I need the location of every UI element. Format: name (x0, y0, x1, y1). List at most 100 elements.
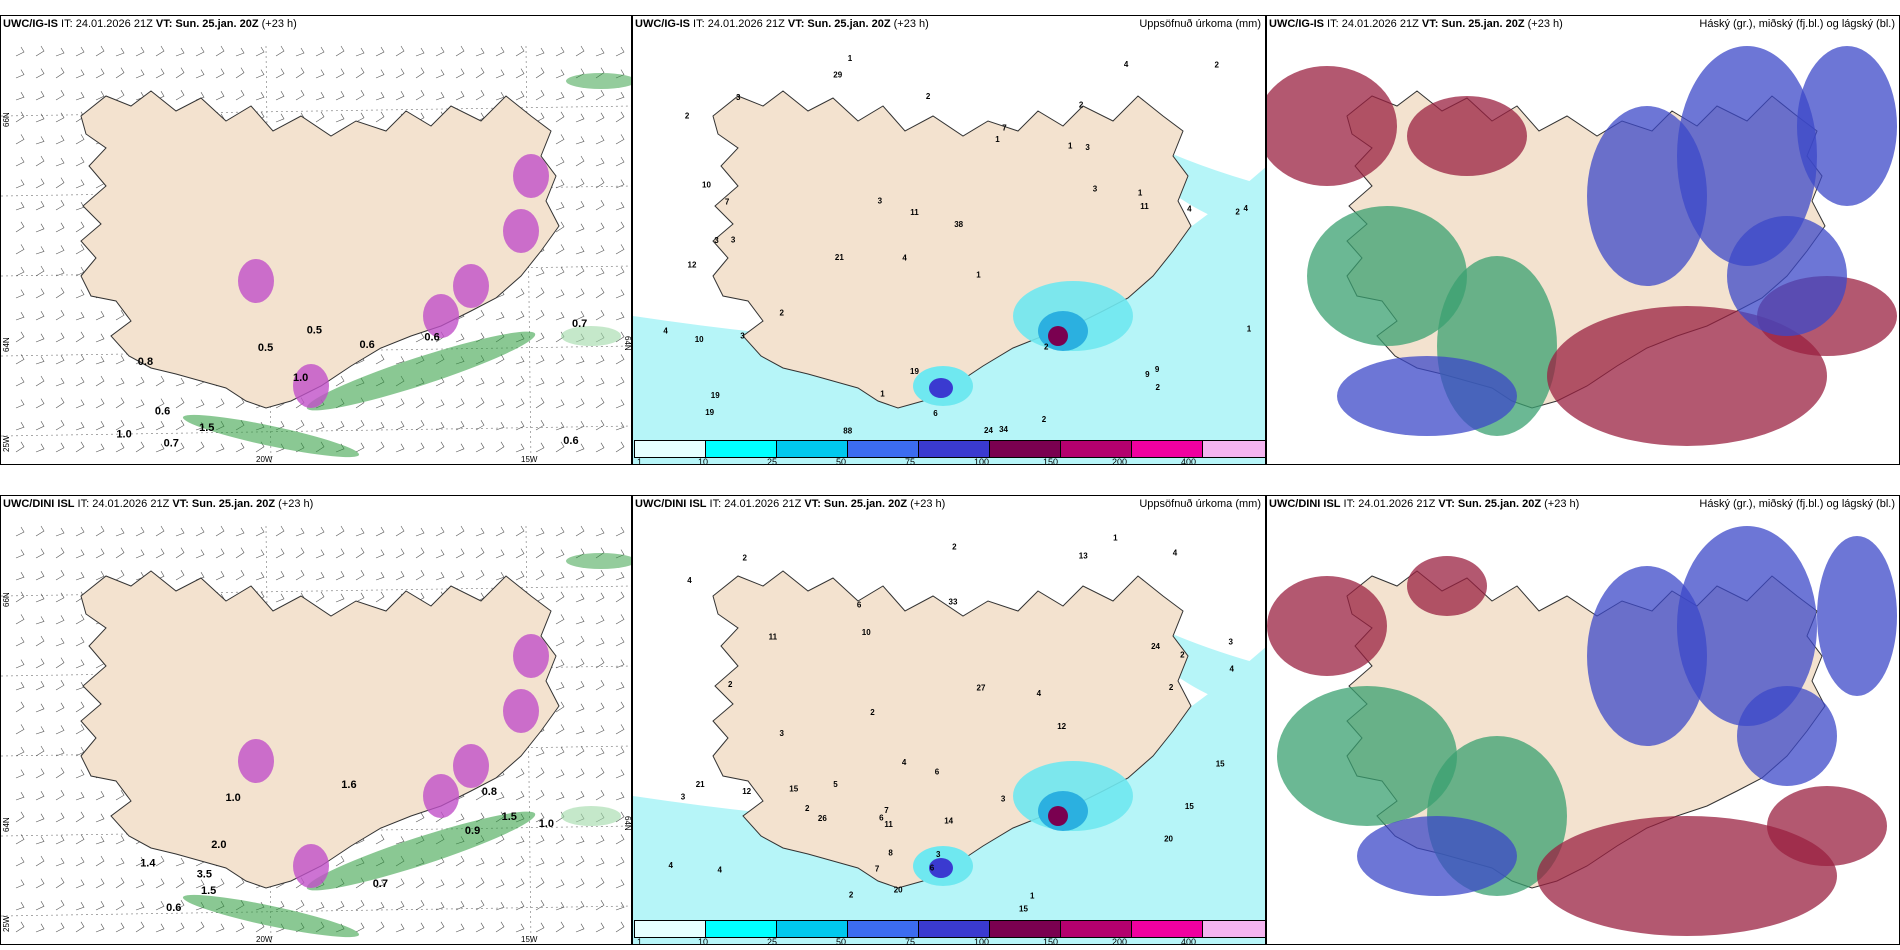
wind-barb (155, 398, 165, 409)
wind-barb (515, 375, 525, 387)
wind-barb (555, 111, 565, 123)
wind-barb (95, 571, 105, 581)
wind-barb (595, 922, 605, 933)
wind-barb (495, 92, 505, 101)
precip-value-label: 15 (1185, 802, 1194, 811)
wind-barb (175, 90, 185, 101)
wind-barb (235, 877, 245, 889)
precip-value-label: 2 (870, 708, 875, 717)
precip-value-label: 2 (926, 92, 931, 101)
wind-barb (315, 46, 325, 57)
wind-barb (435, 879, 445, 889)
wind-barb (475, 877, 485, 889)
wind-barb (135, 879, 145, 889)
wind-band (306, 811, 536, 891)
wind-value-label: 0.8 (138, 356, 153, 368)
wind-barb (615, 202, 625, 211)
wind-barb (315, 69, 325, 79)
wind-barb (95, 333, 105, 343)
wind-barb (135, 69, 145, 79)
wind-barb (55, 547, 65, 559)
wind-barb (75, 399, 85, 409)
wind-value-label: 0.5 (307, 324, 322, 336)
wind-barb (135, 856, 145, 867)
wind-barb (55, 245, 65, 255)
wind-barb (555, 701, 565, 713)
precip-value-label: 2 (1169, 683, 1174, 692)
wind-barb (415, 397, 425, 409)
wind-barb (555, 422, 565, 431)
wind-barb (475, 90, 485, 101)
wind-barb (535, 112, 545, 123)
wind-barb (135, 46, 145, 57)
wind-barb (175, 570, 185, 581)
wind-value-label: 1.0 (539, 818, 554, 830)
wind-barb (75, 331, 85, 343)
wind-barb (55, 47, 65, 57)
lat-label: 64N (2, 817, 11, 832)
wind-barb (495, 354, 505, 365)
wind-barb (15, 376, 25, 387)
wind-barb (375, 111, 385, 123)
wind-barb (355, 90, 365, 101)
wind-barb (235, 397, 245, 409)
precip-value-label: 12 (688, 260, 697, 269)
wind-barb (395, 548, 405, 559)
wind-barb (555, 572, 565, 581)
wind-barb (55, 922, 65, 933)
panel-header: UWC/IG-IS IT: 24.01.2026 21Z VT: Sun. 25… (3, 18, 297, 30)
wind-barb (435, 441, 445, 453)
wind-barb (495, 376, 505, 387)
wind-barb (15, 202, 25, 211)
wind-barb (515, 836, 525, 845)
wind-barb (335, 548, 345, 559)
wind-barb (35, 635, 45, 647)
wind-barb (55, 377, 65, 387)
wind-barb (495, 792, 505, 801)
wind-barb (335, 571, 345, 581)
wind-barb (75, 46, 85, 57)
colorbar-label: 400 (1181, 937, 1197, 945)
wind-barb (455, 571, 465, 581)
wind-barb (535, 767, 545, 779)
wind-barb (295, 900, 305, 911)
cloud-layer (1767, 786, 1887, 866)
wind-barb (515, 901, 525, 911)
wind-barb (35, 813, 45, 823)
wind-barb (235, 90, 245, 101)
precip-cell (503, 209, 539, 253)
wind-barb (215, 878, 225, 889)
wind-barb (155, 855, 165, 867)
wind-barb (555, 354, 565, 365)
wind-barb (475, 900, 485, 911)
wind-barb (555, 526, 565, 537)
wind-barb (555, 312, 565, 321)
wind-barb (415, 90, 425, 101)
wind-barb (595, 310, 605, 321)
colorbar-label: 25 (767, 937, 778, 945)
colorbar-segment (634, 920, 706, 938)
wind-barb (55, 812, 65, 823)
wind-barb (135, 526, 145, 537)
wind-barb (575, 155, 585, 167)
wind-barb (35, 421, 45, 431)
precip-value-label: 4 (1173, 548, 1178, 557)
wind-barb (315, 111, 325, 123)
wind-barb (15, 244, 25, 255)
wind-barb (615, 422, 625, 431)
wind-barb (595, 200, 605, 211)
wind-barb (295, 527, 305, 537)
wind-barb (335, 421, 345, 431)
wind-barb (15, 92, 25, 101)
wind-barb (535, 570, 545, 581)
wind-barb (275, 45, 285, 57)
wind-barb (375, 834, 385, 845)
wind-barb (535, 547, 545, 559)
wind-barb (615, 879, 625, 889)
wind-barb (555, 202, 565, 211)
precip-value-label: 3 (681, 793, 686, 802)
iceland-landmass (80, 570, 560, 889)
precip-cell (453, 744, 489, 788)
wind-barb (535, 900, 545, 911)
wind-barb (55, 680, 65, 691)
